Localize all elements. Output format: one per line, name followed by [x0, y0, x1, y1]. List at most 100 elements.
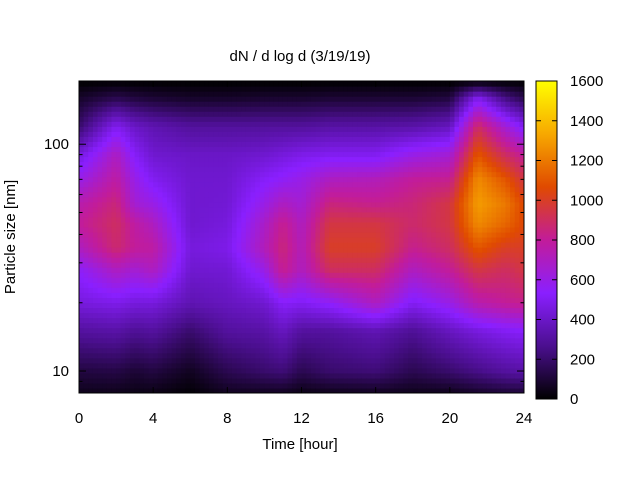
heatmap-cell	[208, 347, 215, 354]
heatmap-cell	[320, 297, 326, 304]
heatmap-cell	[398, 257, 405, 263]
heatmap-cell	[343, 211, 349, 218]
heatmap-cell	[449, 206, 456, 213]
heatmap-cell	[306, 257, 312, 263]
heatmap-cell	[111, 141, 117, 148]
heatmap-cell	[143, 362, 150, 369]
heatmap-cell	[422, 322, 428, 329]
heatmap-cell	[120, 126, 126, 132]
heatmap-cell	[199, 332, 205, 339]
heatmap-cell	[213, 362, 219, 369]
heatmap-cell	[194, 221, 201, 228]
heatmap-cell	[449, 277, 456, 283]
heatmap-cell	[412, 131, 418, 137]
heatmap-cell	[106, 317, 113, 324]
heatmap-cell	[315, 342, 321, 349]
heatmap-cell	[111, 186, 117, 193]
heatmap-cell	[180, 272, 187, 278]
heatmap-cell	[153, 91, 159, 97]
heatmap-cell	[222, 126, 228, 132]
heatmap-cell	[333, 237, 340, 243]
heatmap-cell	[134, 116, 140, 122]
heatmap-cell	[125, 342, 131, 349]
heatmap-cell	[236, 116, 242, 122]
heatmap-cell	[236, 131, 242, 137]
heatmap-cell	[412, 231, 418, 238]
heatmap-cell	[435, 302, 442, 309]
heatmap-cell	[347, 247, 354, 253]
heatmap-cell	[389, 382, 395, 389]
heatmap-cell	[111, 151, 117, 158]
heatmap-cell	[329, 201, 335, 208]
heatmap-cell	[343, 332, 349, 339]
heatmap-cell	[375, 176, 381, 183]
heatmap-cell	[315, 272, 321, 278]
heatmap-cell	[185, 337, 191, 344]
heatmap-cell	[320, 372, 326, 379]
heatmap-cell	[204, 156, 210, 163]
heatmap-cell	[102, 176, 108, 183]
heatmap-cell	[157, 327, 164, 334]
heatmap-cell	[333, 91, 340, 97]
heatmap-cell	[292, 196, 298, 203]
heatmap-cell	[435, 257, 442, 263]
heatmap-cell	[194, 247, 201, 253]
heatmap-cell	[333, 201, 340, 208]
heatmap-cell	[83, 257, 89, 263]
heatmap-cell	[278, 357, 284, 364]
heatmap-cell	[440, 242, 446, 248]
heatmap-cell	[88, 216, 94, 223]
heatmap-cell	[398, 101, 405, 107]
heatmap-cell	[148, 352, 154, 359]
heatmap-cell	[296, 226, 303, 233]
heatmap-cell	[371, 216, 377, 223]
heatmap-cell	[278, 242, 284, 248]
heatmap-cell	[102, 347, 108, 354]
heatmap-cell	[129, 282, 136, 288]
heatmap-cell	[389, 181, 395, 188]
heatmap-cell	[315, 166, 321, 173]
heatmap-cell	[213, 136, 219, 142]
heatmap-cell	[380, 372, 386, 379]
heatmap-cell	[125, 377, 131, 384]
heatmap-cell	[255, 272, 261, 278]
heatmap-cell	[287, 352, 293, 359]
heatmap-cell	[366, 252, 372, 258]
heatmap-cell	[116, 166, 122, 173]
heatmap-cell	[83, 362, 89, 369]
heatmap-cell	[384, 121, 391, 127]
heatmap-cell	[79, 116, 85, 122]
heatmap-cell	[259, 342, 266, 349]
heatmap-cell	[143, 327, 150, 334]
heatmap-cell	[190, 347, 196, 354]
heatmap-cell	[148, 327, 154, 334]
heatmap-cell	[282, 131, 289, 137]
heatmap-cell	[241, 302, 247, 309]
heatmap-cell	[352, 332, 358, 339]
heatmap-cell	[329, 317, 335, 324]
heatmap-cell	[292, 86, 298, 92]
heatmap-cell	[88, 387, 94, 393]
heatmap-cell	[287, 362, 293, 369]
heatmap-cell	[324, 106, 330, 112]
heatmap-cell	[231, 267, 238, 273]
heatmap-cell	[153, 121, 159, 127]
heatmap-cell	[162, 267, 168, 273]
heatmap-cell	[236, 297, 242, 304]
heatmap-cell	[426, 367, 432, 374]
heatmap-cell	[120, 111, 126, 117]
heatmap-cell	[296, 237, 303, 243]
heatmap-cell	[422, 101, 428, 107]
heatmap-cell	[185, 201, 191, 208]
heatmap-cell	[222, 106, 228, 112]
heatmap-cell	[259, 327, 266, 334]
heatmap-cell	[310, 196, 317, 203]
heatmap-cell	[366, 347, 372, 354]
heatmap-cell	[231, 106, 238, 112]
heatmap-cell	[408, 282, 414, 288]
heatmap-cell	[250, 272, 256, 278]
heatmap-cell	[180, 252, 187, 258]
heatmap-cell	[408, 312, 414, 319]
heatmap-cell	[148, 216, 154, 223]
heatmap-cell	[320, 196, 326, 203]
